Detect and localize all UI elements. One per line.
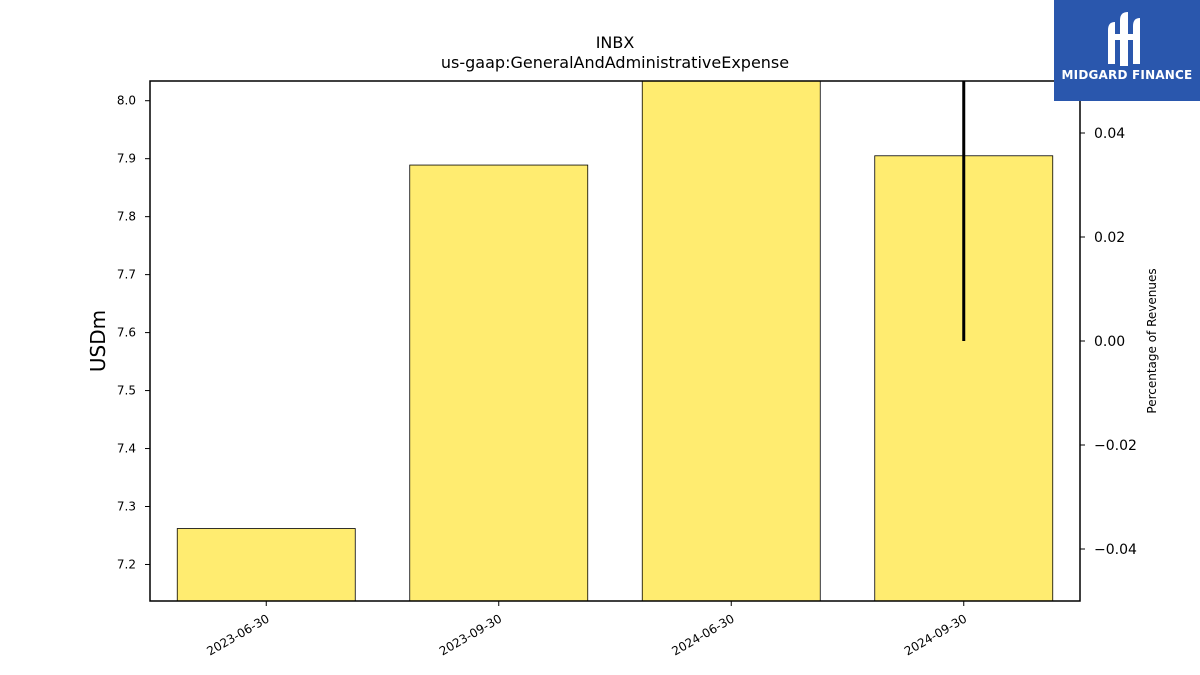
bar: [176, 528, 356, 602]
y-tick-label: 7.4: [117, 442, 136, 456]
y2-tick-label: 0.04: [1094, 126, 1125, 142]
x-tick-label: 2024-09-30: [902, 611, 969, 658]
y-axis-label: USDm: [86, 310, 110, 372]
chart-subtitle: us-gaap:GeneralAndAdministrativeExpense: [441, 53, 789, 72]
x-tick-label: 2024-06-30: [669, 611, 736, 658]
logo-text: MIDGARD FINANCE: [1061, 68, 1193, 82]
y-tick-label: 7.7: [117, 268, 136, 282]
y-tick-label: 7.6: [117, 326, 136, 340]
y2-tick-label: 0.00: [1094, 334, 1125, 350]
y2-tick-label: −0.04: [1094, 542, 1137, 558]
y2-tick-label: −0.02: [1094, 438, 1137, 454]
bar: [641, 80, 821, 602]
y2-axis-label: Percentage of Revenues: [1145, 268, 1159, 413]
y-axis-left: 7.2 7.3 7.4 7.5 7.6 7.7 7.8 7.9 8.0: [117, 94, 150, 571]
y-tick-label: 7.9: [117, 152, 136, 166]
bar: [409, 164, 589, 602]
chart-title: INBX: [596, 33, 635, 52]
y-tick-label: 7.8: [117, 210, 136, 224]
y-axis-right: −0.04 −0.02 0.00 0.02 0.04: [1080, 126, 1137, 558]
bars-group: [176, 80, 1054, 602]
x-tick-label: 2023-09-30: [437, 611, 504, 658]
y2-tick-label: 0.02: [1094, 230, 1125, 246]
y-tick-label: 7.2: [117, 557, 136, 571]
x-axis: 2023-06-30 2023-09-30 2024-06-30 2024-09-30: [204, 601, 969, 658]
midgard-finance-logo: MIDGARD FINANCE: [1054, 0, 1200, 101]
x-tick-label: 2023-06-30: [204, 611, 271, 658]
y-tick-label: 7.3: [117, 500, 136, 514]
y-tick-label: 7.5: [117, 384, 136, 398]
y-tick-label: 8.0: [117, 94, 136, 108]
logo-mark-icon: [1108, 12, 1140, 66]
